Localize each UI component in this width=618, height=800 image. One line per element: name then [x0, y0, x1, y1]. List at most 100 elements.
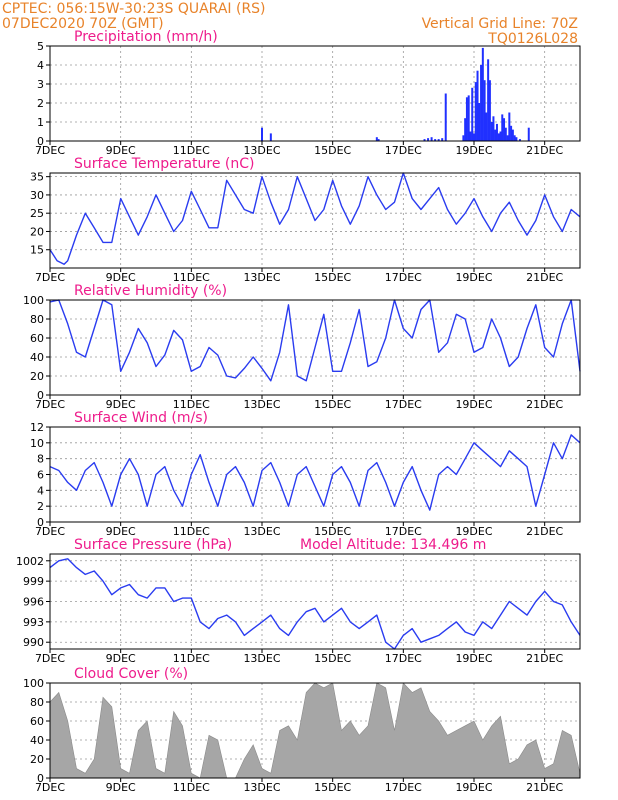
series-line: [49, 172, 581, 265]
precip-bar: [471, 87, 474, 141]
x-tick-label: 15DEC: [314, 652, 351, 665]
header-station: CPTEC: 056:15W-30:23S QUARAI (RS): [2, 1, 266, 17]
precip-bar: [423, 139, 426, 141]
x-tick-label: 11DEC: [173, 652, 210, 665]
y-tick-label: 15: [30, 244, 44, 257]
y-tick-label: 990: [23, 636, 44, 649]
panel-frame: [49, 426, 581, 523]
precip-bar: [492, 116, 495, 141]
precip-bar: [467, 95, 470, 141]
y-tick-label: 5: [37, 40, 44, 53]
precip-bar: [430, 137, 433, 141]
y-tick-label: 20: [30, 370, 44, 383]
series-line: [49, 434, 581, 511]
y-tick-label: 80: [30, 696, 44, 709]
x-tick-label: 9DEC: [106, 398, 136, 411]
cloud-cover-area: [49, 682, 581, 779]
x-tick-label: 15DEC: [314, 271, 351, 284]
header-model-id: TQ0126L028: [488, 31, 578, 47]
y-tick-label: 2: [37, 97, 44, 110]
y-tick-label: 20: [30, 225, 44, 238]
panel-title: Precipitation (mm/h): [74, 29, 218, 45]
x-tick-label: 9DEC: [106, 652, 136, 665]
y-tick-label: 0: [37, 516, 44, 529]
x-tick-label: 17DEC: [385, 271, 422, 284]
precip-bar: [462, 135, 465, 141]
precip-bar: [494, 129, 497, 141]
x-tick-label: 21DEC: [526, 652, 563, 665]
x-tick-label: 7DEC: [35, 144, 65, 157]
precip-bar: [485, 112, 488, 141]
y-tick-label: 10: [30, 437, 44, 450]
precip-bar: [427, 138, 430, 141]
x-tick-label: 9DEC: [106, 525, 136, 538]
precip-bar: [515, 137, 518, 141]
precip-bar: [495, 123, 498, 141]
precip-bar: [504, 127, 507, 141]
x-tick-label: 11DEC: [173, 781, 210, 794]
x-tick-label: 19DEC: [455, 271, 492, 284]
y-tick-label: 4: [37, 484, 44, 497]
precip-bar: [480, 65, 483, 141]
x-tick-label: 13DEC: [243, 781, 280, 794]
x-tick-label: 19DEC: [455, 144, 492, 157]
x-tick-label: 13DEC: [243, 398, 280, 411]
precip-bar: [441, 138, 444, 141]
x-tick-label: 13DEC: [243, 525, 280, 538]
precip-bar: [510, 125, 513, 141]
y-tick-label: 1002: [16, 555, 44, 568]
y-tick-label: 1: [37, 116, 44, 129]
y-tick-label: 3: [37, 78, 44, 91]
precip-bar: [377, 139, 380, 141]
precip-bar: [434, 139, 437, 141]
panel-annotation: Model Altitude: 134.496 m: [300, 537, 486, 553]
panel-frame: [49, 45, 581, 142]
x-tick-label: 17DEC: [385, 144, 422, 157]
precip-bar: [518, 139, 521, 141]
y-tick-label: 60: [30, 332, 44, 345]
y-tick-label: 35: [30, 171, 44, 184]
y-tick-label: 60: [30, 715, 44, 728]
precip-bar: [503, 118, 506, 141]
x-tick-label: 15DEC: [314, 781, 351, 794]
x-tick-label: 7DEC: [35, 271, 65, 284]
precip-bar: [527, 127, 530, 141]
x-tick-label: 15DEC: [314, 144, 351, 157]
series-line: [49, 299, 581, 382]
header-date: 07DEC2020 70Z (GMT): [2, 16, 164, 32]
precip-bar: [490, 122, 493, 141]
y-tick-label: 996: [23, 596, 44, 609]
precip-bar: [437, 139, 440, 141]
y-tick-label: 6: [37, 469, 44, 482]
precip-bar: [511, 129, 514, 141]
panel-frame: [49, 553, 581, 650]
x-tick-label: 13DEC: [243, 271, 280, 284]
y-tick-label: 80: [30, 313, 44, 326]
x-tick-label: 13DEC: [243, 144, 280, 157]
x-tick-label: 15DEC: [314, 525, 351, 538]
x-tick-label: 21DEC: [526, 144, 563, 157]
y-tick-label: 8: [37, 453, 44, 466]
y-tick-label: 4: [37, 59, 44, 72]
precip-bar: [473, 133, 475, 141]
x-tick-label: 19DEC: [455, 652, 492, 665]
x-tick-label: 11DEC: [173, 525, 210, 538]
y-tick-label: 100: [23, 677, 44, 690]
y-tick-label: 30: [30, 189, 44, 202]
panel-title: Surface Wind (m/s): [74, 410, 208, 426]
panel-title: Relative Humidity (%): [74, 283, 227, 299]
x-tick-label: 19DEC: [455, 525, 492, 538]
precip-bar: [465, 97, 468, 141]
precip-bar: [483, 80, 486, 141]
precip-bar: [269, 133, 272, 141]
x-tick-label: 13DEC: [243, 652, 280, 665]
y-tick-label: 999: [23, 575, 44, 588]
x-tick-label: 17DEC: [385, 781, 422, 794]
x-tick-label: 11DEC: [173, 398, 210, 411]
x-tick-label: 21DEC: [526, 271, 563, 284]
x-tick-label: 9DEC: [106, 271, 136, 284]
x-tick-label: 11DEC: [173, 144, 210, 157]
x-tick-label: 17DEC: [385, 525, 422, 538]
y-tick-label: 40: [30, 734, 44, 747]
